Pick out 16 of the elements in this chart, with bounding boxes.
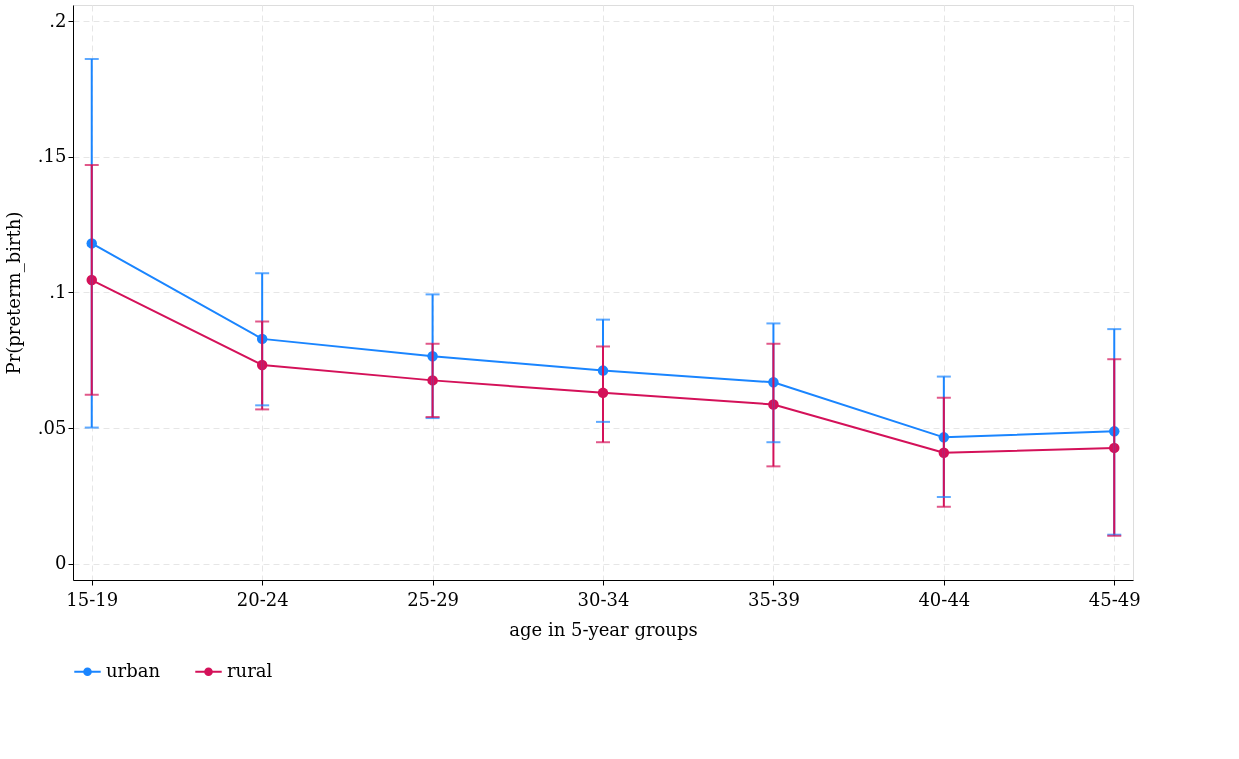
x-tick-label: 35-39 xyxy=(747,588,800,610)
y-tick-label: .2 xyxy=(49,9,67,31)
legend-label: rural xyxy=(227,659,273,681)
legend-label: urban xyxy=(106,659,161,681)
x-axis-title: age in 5-year groups xyxy=(509,618,698,640)
x-tick-label: 20-24 xyxy=(236,588,289,610)
y-tick-label: .05 xyxy=(37,416,67,438)
y-tick-label: .15 xyxy=(37,145,67,167)
x-tick-label: 40-44 xyxy=(918,588,971,610)
x-tick-label: 25-29 xyxy=(407,588,460,610)
x-tick-label: 15-19 xyxy=(66,588,119,610)
y-tick-label: .1 xyxy=(49,281,67,302)
y-axis-title: Pr(preterm_birth) xyxy=(2,211,25,375)
x-tick-label: 45-49 xyxy=(1088,588,1141,610)
y-tick-label: 0 xyxy=(55,552,67,574)
x-tick-label: 30-34 xyxy=(577,588,630,610)
